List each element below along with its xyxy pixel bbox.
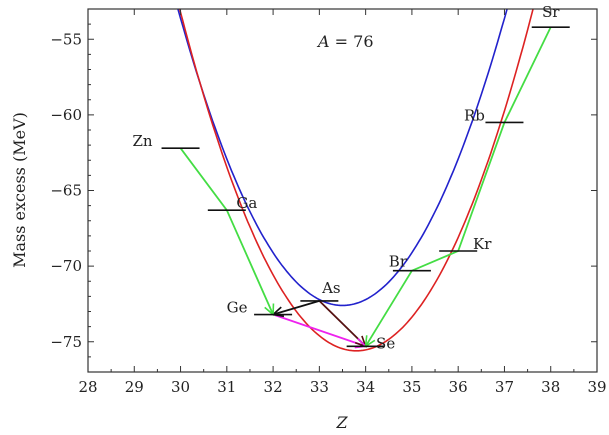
y-tick-label: −75	[50, 333, 82, 351]
x-tick-label: 33	[310, 378, 329, 396]
label-se: Se	[376, 334, 395, 352]
label-rb: Rb	[464, 106, 485, 124]
x-tick-label: 28	[78, 378, 97, 396]
label-kr: Kr	[473, 235, 492, 253]
x-tick-label: 31	[217, 378, 236, 396]
x-tick-label: 30	[171, 378, 190, 396]
annotation-italic: A	[316, 32, 330, 51]
parabola-curve-1	[177, 9, 508, 307]
x-tick-label: 36	[449, 378, 468, 396]
decay-arrow-black	[272, 300, 320, 316]
y-tick-label: −60	[50, 106, 82, 124]
x-tick-label: 35	[402, 378, 421, 396]
x-axis-title: Z	[335, 413, 348, 432]
x-tick-label: 38	[541, 378, 560, 396]
decay-path-pink	[272, 313, 366, 348]
x-tick-label: 37	[495, 378, 514, 396]
y-tick-label: −70	[50, 257, 82, 275]
y-tick-label: −55	[50, 30, 82, 48]
x-tick-label: 32	[264, 378, 283, 396]
annotation-rest: = 76	[330, 32, 374, 51]
chart-annotation: A = 76	[316, 32, 374, 51]
x-tick-label: 39	[587, 378, 606, 396]
label-as: As	[321, 279, 341, 297]
parabola-curve-2	[178, 9, 534, 352]
label-zn: Zn	[132, 132, 152, 150]
y-axis-title: Mass excess (MeV)	[10, 112, 29, 268]
label-ga: Ga	[236, 194, 257, 212]
x-tick-label: 34	[356, 378, 375, 396]
label-br: Br	[389, 253, 408, 271]
x-tick-label: 29	[125, 378, 144, 396]
y-tick-label: −65	[50, 182, 82, 200]
label-ge: Ge	[227, 299, 248, 317]
